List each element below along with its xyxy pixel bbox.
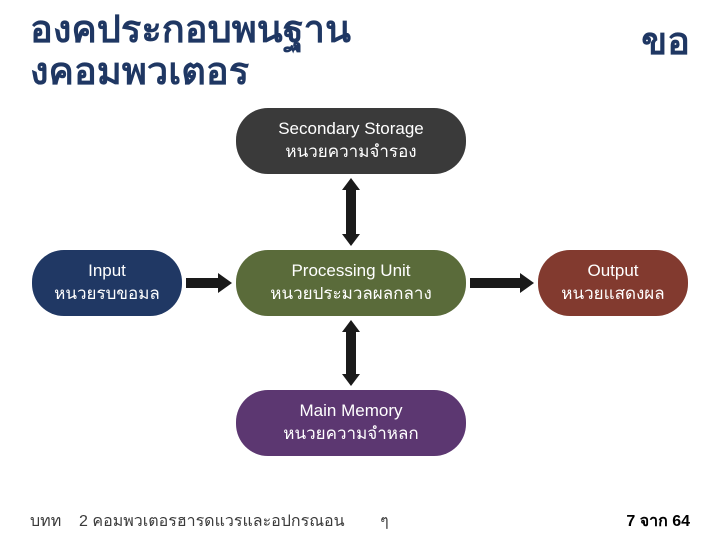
node-mainmem-en: Main Memory bbox=[300, 400, 403, 423]
footer-left: บทท 2 คอมพวเตอรฮารดแวรและอปกรณอน ๆ bbox=[30, 509, 389, 534]
node-input-th: หนวยรบขอมล bbox=[54, 283, 160, 306]
node-processing-th: หนวยประมวลผลกลาง bbox=[270, 283, 432, 306]
page-total: 64 bbox=[672, 513, 690, 530]
node-processing-en: Processing Unit bbox=[291, 260, 410, 283]
node-secondary-storage: Secondary Storage หนวยความจำรอง bbox=[236, 108, 466, 174]
node-secondary-en: Secondary Storage bbox=[278, 118, 424, 141]
node-main-memory: Main Memory หนวยความจำหลก bbox=[236, 390, 466, 456]
node-input: Input หนวยรบขอมล bbox=[32, 250, 182, 316]
footer-text: 2 คอมพวเตอรฮารดแวรและอปกรณอน bbox=[79, 513, 345, 530]
node-processing: Processing Unit หนวยประมวลผลกลาง bbox=[236, 250, 466, 316]
arrow-right bbox=[186, 268, 232, 298]
footer-prefix: บทท bbox=[30, 513, 61, 530]
arrow-right bbox=[470, 268, 534, 298]
title-right: ขอ bbox=[641, 10, 690, 94]
page-title: องคประกอบพนฐาน งคอมพวเตอร bbox=[30, 10, 351, 94]
page-current: 7 bbox=[626, 513, 635, 530]
title-line1: องคประกอบพนฐาน bbox=[30, 9, 351, 51]
node-input-en: Input bbox=[88, 260, 126, 283]
node-output-en: Output bbox=[587, 260, 638, 283]
title-row: องคประกอบพนฐาน งคอมพวเตอร ขอ bbox=[0, 0, 720, 94]
node-output-th: หนวยแสดงผล bbox=[561, 283, 664, 306]
node-output: Output หนวยแสดงผล bbox=[538, 250, 688, 316]
footer: บทท 2 คอมพวเตอรฮารดแวรและอปกรณอน ๆ 7 จาก… bbox=[30, 509, 690, 534]
title-line2: งคอมพวเตอร bbox=[30, 51, 249, 93]
arrow-vertical bbox=[336, 178, 366, 246]
node-mainmem-th: หนวยความจำหลก bbox=[283, 423, 418, 446]
page-sep: จาก bbox=[640, 513, 668, 530]
node-secondary-th: หนวยความจำรอง bbox=[285, 141, 416, 164]
footer-suffix: ๆ bbox=[380, 513, 389, 530]
page-indicator: 7 จาก 64 bbox=[626, 509, 690, 534]
diagram: Secondary Storage หนวยความจำรอง Input หน… bbox=[0, 100, 720, 490]
arrow-vertical bbox=[336, 320, 366, 386]
